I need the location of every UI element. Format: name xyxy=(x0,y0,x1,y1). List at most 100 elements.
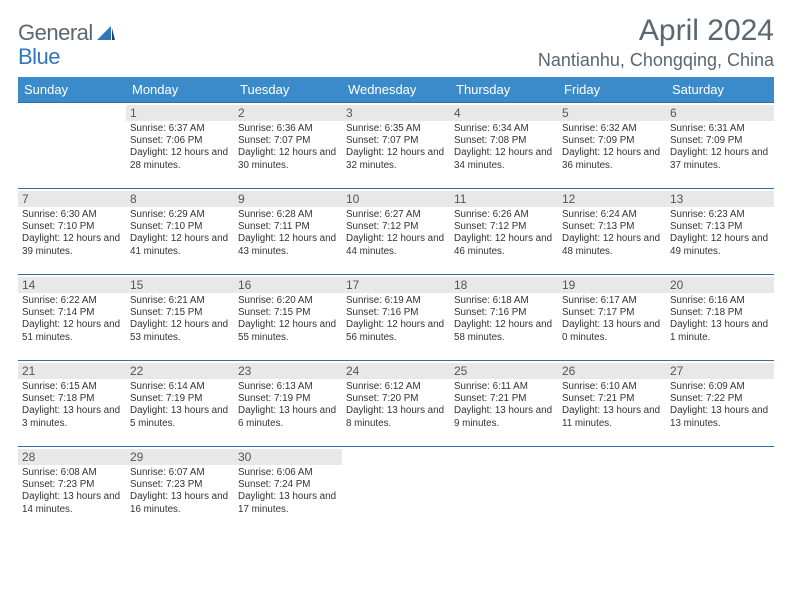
calendar-day-cell xyxy=(18,103,126,189)
daylight-text: Daylight: 13 hours and 8 minutes. xyxy=(346,405,446,429)
sunset-text: Sunset: 7:13 PM xyxy=(562,221,662,233)
logo-text-blue: Blue xyxy=(18,44,60,69)
daylight-text: Daylight: 13 hours and 3 minutes. xyxy=(22,405,122,429)
daylight-text: Daylight: 12 hours and 30 minutes. xyxy=(238,147,338,171)
calendar-day-cell xyxy=(450,447,558,533)
sunrise-text: Sunrise: 6:34 AM xyxy=(454,123,554,135)
sunrise-text: Sunrise: 6:28 AM xyxy=(238,209,338,221)
sunrise-text: Sunrise: 6:18 AM xyxy=(454,295,554,307)
day-number: 9 xyxy=(234,191,342,207)
sunrise-text: Sunrise: 6:13 AM xyxy=(238,381,338,393)
daylight-text: Daylight: 12 hours and 39 minutes. xyxy=(22,233,122,257)
calendar-day-cell: 14Sunrise: 6:22 AMSunset: 7:14 PMDayligh… xyxy=(18,275,126,361)
logo: General xyxy=(18,14,117,46)
day-number: 12 xyxy=(558,191,666,207)
daylight-text: Daylight: 12 hours and 49 minutes. xyxy=(670,233,770,257)
daylight-text: Daylight: 13 hours and 17 minutes. xyxy=(238,491,338,515)
daylight-text: Daylight: 13 hours and 1 minute. xyxy=(670,319,770,343)
calendar-day-cell: 16Sunrise: 6:20 AMSunset: 7:15 PMDayligh… xyxy=(234,275,342,361)
calendar-day-cell: 3Sunrise: 6:35 AMSunset: 7:07 PMDaylight… xyxy=(342,103,450,189)
logo-sail-icon xyxy=(97,26,115,40)
sunset-text: Sunset: 7:15 PM xyxy=(238,307,338,319)
sunrise-text: Sunrise: 6:22 AM xyxy=(22,295,122,307)
sunrise-text: Sunrise: 6:36 AM xyxy=(238,123,338,135)
day-number: 30 xyxy=(234,449,342,465)
day-number: 27 xyxy=(666,363,774,379)
daylight-text: Daylight: 12 hours and 34 minutes. xyxy=(454,147,554,171)
day-number: 1 xyxy=(126,105,234,121)
calendar-day-cell xyxy=(666,447,774,533)
calendar-day-cell: 23Sunrise: 6:13 AMSunset: 7:19 PMDayligh… xyxy=(234,361,342,447)
sunrise-text: Sunrise: 6:10 AM xyxy=(562,381,662,393)
sunset-text: Sunset: 7:17 PM xyxy=(562,307,662,319)
day-number: 6 xyxy=(666,105,774,121)
sunset-text: Sunset: 7:12 PM xyxy=(346,221,446,233)
daylight-text: Daylight: 12 hours and 41 minutes. xyxy=(130,233,230,257)
sunrise-text: Sunrise: 6:07 AM xyxy=(130,467,230,479)
sunrise-text: Sunrise: 6:06 AM xyxy=(238,467,338,479)
calendar-day-cell: 27Sunrise: 6:09 AMSunset: 7:22 PMDayligh… xyxy=(666,361,774,447)
daylight-text: Daylight: 13 hours and 9 minutes. xyxy=(454,405,554,429)
calendar-day-cell: 25 Sunrise: 6:11 AMSunset: 7:21 PMDayligh… xyxy=(450,361,558,447)
calendar-day-cell: 22Sunrise: 6:14 AMSunset: 7:19 PMDayligh… xyxy=(126,361,234,447)
sunrise-text: Sunrise: 6:35 AM xyxy=(346,123,446,135)
day-number: 5 xyxy=(558,105,666,121)
sunset-text: Sunset: 7:07 PM xyxy=(346,135,446,147)
calendar-day-cell: 30Sunrise: 6:06 AMSunset: 7:24 PMDayligh… xyxy=(234,447,342,533)
daylight-text: Daylight: 12 hours and 44 minutes. xyxy=(346,233,446,257)
sunset-text: Sunset: 7:11 PM xyxy=(238,221,338,233)
calendar-week-row: 1Sunrise: 6:37 AMSunset: 7:06 PMDaylight… xyxy=(18,103,774,189)
sunset-text: Sunset: 7:21 PM xyxy=(562,393,662,405)
calendar-day-cell xyxy=(558,447,666,533)
sunset-text: Sunset: 7:06 PM xyxy=(130,135,230,147)
day-number: 11 xyxy=(450,191,558,207)
day-number: 22 xyxy=(126,363,234,379)
day-number: 24 xyxy=(342,363,450,379)
calendar-day-cell: 10Sunrise: 6:27 AMSunset: 7:12 PMDayligh… xyxy=(342,189,450,275)
sunset-text: Sunset: 7:07 PM xyxy=(238,135,338,147)
day-number: 8 xyxy=(126,191,234,207)
calendar-week-row: 21Sunrise: 6:15 AMSunset: 7:18 PMDayligh… xyxy=(18,361,774,447)
sunrise-text: Sunrise: 6:37 AM xyxy=(130,123,230,135)
sunset-text: Sunset: 7:21 PM xyxy=(454,393,554,405)
daylight-text: Daylight: 12 hours and 56 minutes. xyxy=(346,319,446,343)
month-title: April 2024 xyxy=(538,14,774,48)
sunrise-text: Sunrise: 6:24 AM xyxy=(562,209,662,221)
sunset-text: Sunset: 7:12 PM xyxy=(454,221,554,233)
daylight-text: Daylight: 12 hours and 37 minutes. xyxy=(670,147,770,171)
daylight-text: Daylight: 12 hours and 58 minutes. xyxy=(454,319,554,343)
sunset-text: Sunset: 7:19 PM xyxy=(130,393,230,405)
calendar-day-cell: 12Sunrise: 6:24 AMSunset: 7:13 PMDayligh… xyxy=(558,189,666,275)
col-saturday: Saturday xyxy=(666,77,774,103)
calendar-day-cell: 13Sunrise: 6:23 AMSunset: 7:13 PMDayligh… xyxy=(666,189,774,275)
daylight-text: Daylight: 12 hours and 51 minutes. xyxy=(22,319,122,343)
daylight-text: Daylight: 13 hours and 16 minutes. xyxy=(130,491,230,515)
day-number: 18 xyxy=(450,277,558,293)
daylight-text: Daylight: 12 hours and 28 minutes. xyxy=(130,147,230,171)
calendar-day-cell: 9Sunrise: 6:28 AMSunset: 7:11 PMDaylight… xyxy=(234,189,342,275)
day-number: 16 xyxy=(234,277,342,293)
sunrise-text: Sunrise: 6:26 AM xyxy=(454,209,554,221)
calendar-header-row: Sunday Monday Tuesday Wednesday Thursday… xyxy=(18,77,774,103)
sunset-text: Sunset: 7:18 PM xyxy=(670,307,770,319)
sunset-text: Sunset: 7:19 PM xyxy=(238,393,338,405)
sunrise-text: Sunrise: 6:19 AM xyxy=(346,295,446,307)
sunrise-text: Sunrise: 6:29 AM xyxy=(130,209,230,221)
calendar-day-cell: 24Sunrise: 6:12 AMSunset: 7:20 PMDayligh… xyxy=(342,361,450,447)
day-number: 25 xyxy=(450,363,558,379)
daylight-text: Daylight: 12 hours and 32 minutes. xyxy=(346,147,446,171)
sunrise-text: Sunrise: 6:23 AM xyxy=(670,209,770,221)
calendar-day-cell: 4Sunrise: 6:34 AMSunset: 7:08 PMDaylight… xyxy=(450,103,558,189)
sunrise-text: Sunrise: 6:20 AM xyxy=(238,295,338,307)
sunset-text: Sunset: 7:23 PM xyxy=(130,479,230,491)
sunrise-text: Sunrise: 6:32 AM xyxy=(562,123,662,135)
col-friday: Friday xyxy=(558,77,666,103)
col-wednesday: Wednesday xyxy=(342,77,450,103)
daylight-text: Daylight: 12 hours and 53 minutes. xyxy=(130,319,230,343)
col-thursday: Thursday xyxy=(450,77,558,103)
calendar-day-cell: 20Sunrise: 6:16 AMSunset: 7:18 PMDayligh… xyxy=(666,275,774,361)
sunrise-text: Sunrise: 6:11 AM xyxy=(454,381,554,393)
sunset-text: Sunset: 7:09 PM xyxy=(562,135,662,147)
day-number: 7 xyxy=(18,191,126,207)
sunset-text: Sunset: 7:15 PM xyxy=(130,307,230,319)
